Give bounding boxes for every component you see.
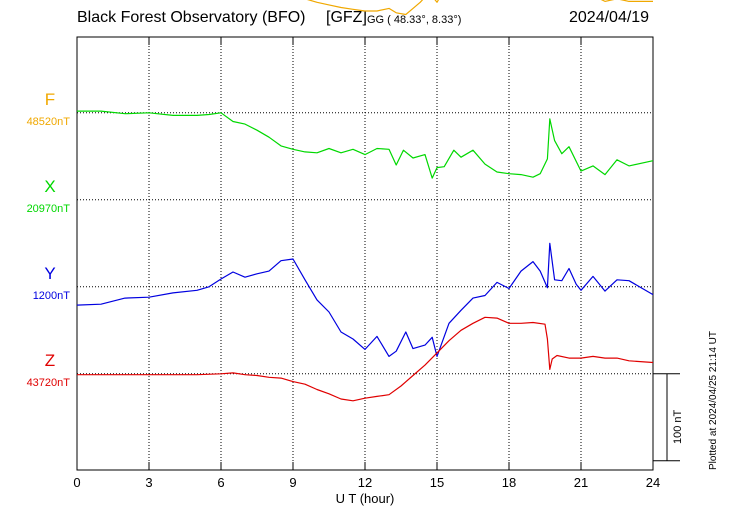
series-name-label: Y: [44, 264, 55, 283]
series-baseline-label: 20970nT: [27, 203, 71, 215]
series-line-Y: [76, 242, 654, 357]
series-baseline-label: 43720nT: [27, 377, 71, 389]
series-name-label: X: [44, 177, 55, 196]
chart-title: Black Forest Observatory (BFO): [77, 9, 306, 26]
scale-bar-label: 100 nT: [672, 409, 684, 444]
x-tick-label: 0: [73, 475, 80, 490]
series-line-X: [77, 110, 654, 179]
chart-date: 2024/04/19: [569, 9, 650, 26]
series-line-Z: [77, 316, 654, 402]
x-tick-label: 9: [289, 475, 296, 490]
plotted-timestamp: Plotted at 2024/04/25 21:14 UT: [708, 331, 719, 470]
series-baseline-label: 1200nT: [33, 290, 71, 302]
x-tick-label: 24: [646, 475, 660, 490]
x-tick-label: 18: [502, 475, 516, 490]
series-name-label: Z: [45, 351, 55, 370]
series-name-label: F: [45, 90, 55, 109]
x-tick-label: 21: [574, 475, 588, 490]
x-tick-label: 15: [430, 475, 444, 490]
x-axis-label: U T (hour): [336, 491, 395, 506]
x-tick-label: 3: [145, 475, 152, 490]
station-coords: GG ( 48.33°, 8.33°): [367, 14, 462, 26]
x-tick-label: 6: [217, 475, 224, 490]
x-tick-label: 12: [358, 475, 372, 490]
series-baseline-label: 48520nT: [27, 116, 71, 128]
series-line-F: [306, 0, 653, 16]
institute-label: [GFZ]: [326, 9, 367, 26]
